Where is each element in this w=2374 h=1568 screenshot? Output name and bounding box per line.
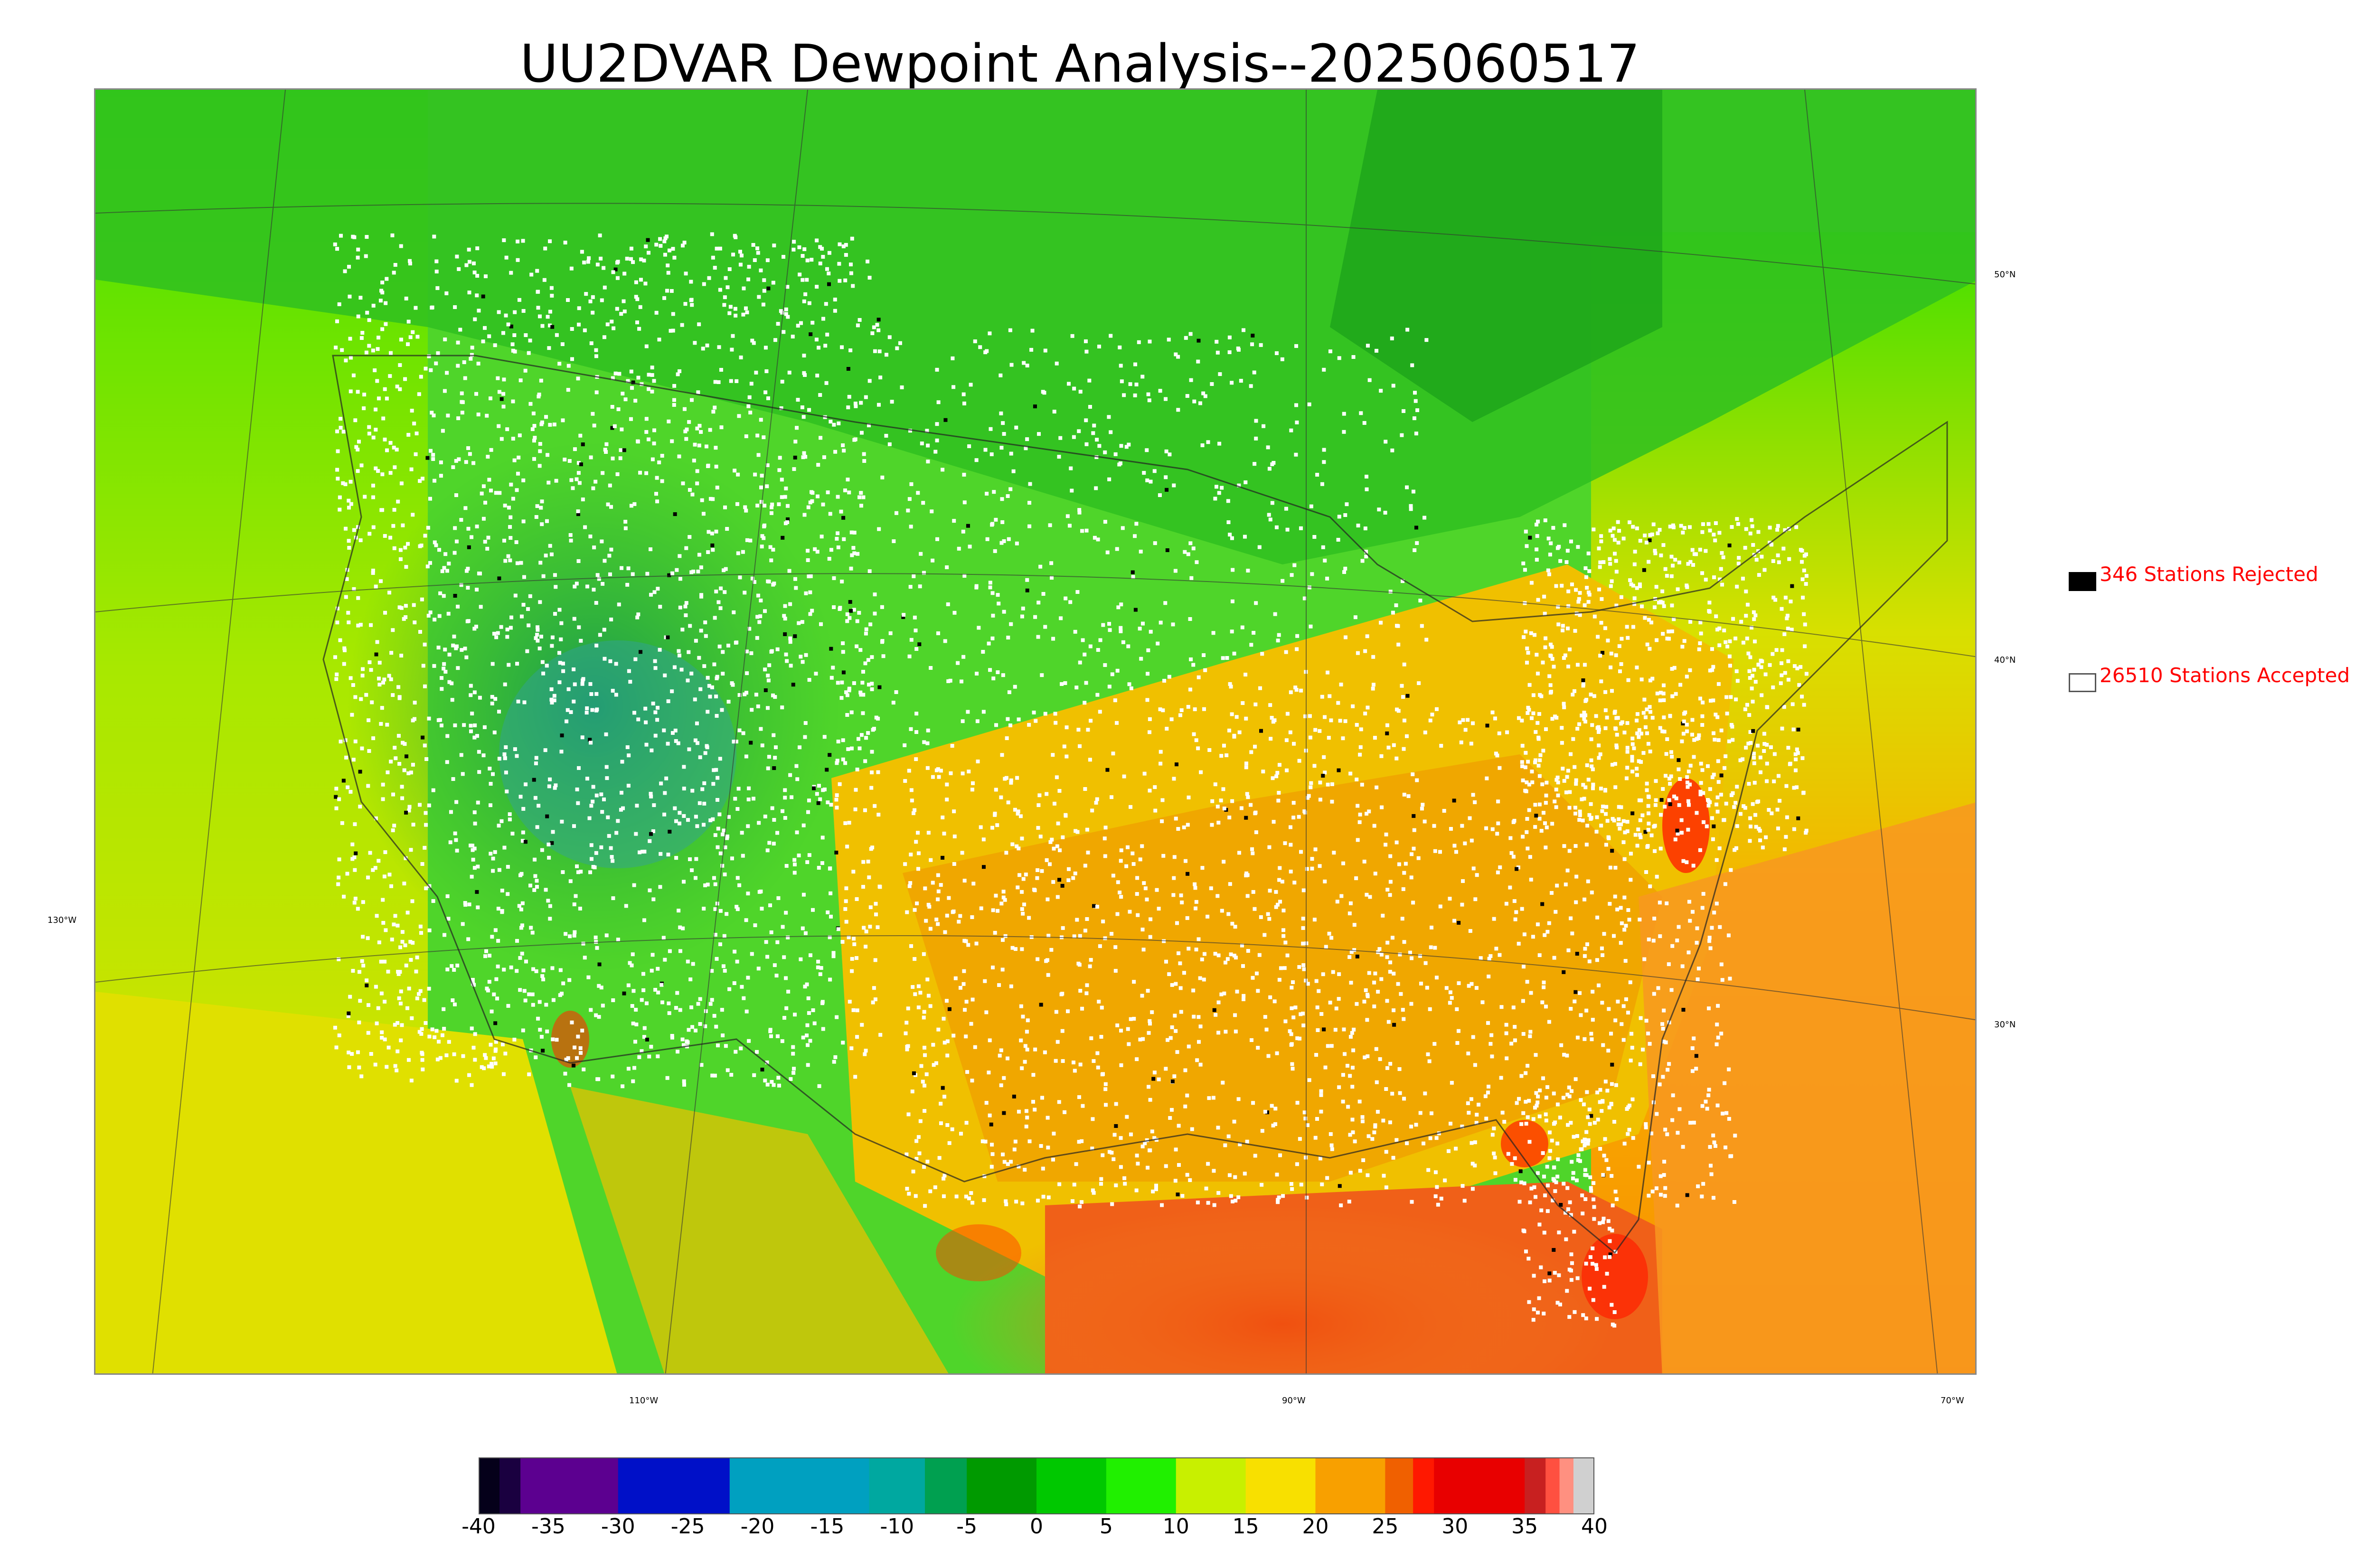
colorbar-segment bbox=[479, 1457, 500, 1514]
map-title: UU2DVAR Dewpoint Analysis--2025060517 bbox=[520, 33, 1640, 94]
colorbar-segment bbox=[967, 1457, 1037, 1514]
lon-label-70w: 70°W bbox=[1941, 1396, 1964, 1406]
colorbar-segment bbox=[925, 1457, 967, 1514]
colorbar-tick-label: 0 bbox=[1030, 1514, 1043, 1539]
colorbar-tick-label: 30 bbox=[1441, 1514, 1469, 1539]
colorbar-tick-label: 5 bbox=[1099, 1514, 1113, 1539]
colorbar-segment bbox=[1315, 1457, 1385, 1514]
colorbar bbox=[479, 1457, 1594, 1514]
colorbar-segment bbox=[1385, 1457, 1413, 1514]
colorbar-segment bbox=[1413, 1457, 1434, 1514]
colorbar-tick-label: -25 bbox=[670, 1514, 705, 1539]
lon-label-130w: 130°W bbox=[47, 915, 77, 925]
colorbar-tick-label: -20 bbox=[740, 1514, 775, 1539]
colorbar-segment bbox=[1559, 1457, 1574, 1514]
colorbar-tick-label: -40 bbox=[462, 1514, 496, 1539]
colorbar-segment bbox=[1545, 1457, 1560, 1514]
colorbar-segment bbox=[1176, 1457, 1246, 1514]
lon-label-90w: 90°W bbox=[1282, 1396, 1306, 1406]
station-markers bbox=[333, 232, 1809, 1328]
lat-label-30n: 30°N bbox=[1994, 1020, 2016, 1030]
colorbar-tick-label: 40 bbox=[1581, 1514, 1608, 1539]
colorbar-tick-label: -15 bbox=[810, 1514, 845, 1539]
accepted-label: 26510 Stations Accepted bbox=[2100, 664, 2350, 687]
colorbar-segment bbox=[499, 1457, 521, 1514]
colorbar-segment bbox=[1573, 1457, 1594, 1514]
rejected-swatch bbox=[2069, 572, 2096, 591]
lat-label-50n: 50°N bbox=[1994, 270, 2016, 280]
colorbar-segment bbox=[1434, 1457, 1525, 1514]
dewpoint-field bbox=[95, 90, 1975, 1373]
colorbar-tick-label: -35 bbox=[531, 1514, 565, 1539]
colorbar-tick-label: -30 bbox=[601, 1514, 635, 1539]
dewpoint-map bbox=[94, 88, 1977, 1375]
colorbar-frame bbox=[479, 1457, 1594, 1514]
lon-label-110w: 110°W bbox=[629, 1396, 659, 1406]
graticule bbox=[95, 90, 1975, 1373]
rejected-label: 346 Stations Rejected bbox=[2100, 563, 2318, 586]
colorbar-segment bbox=[618, 1457, 730, 1514]
colorbar-segment bbox=[1245, 1457, 1316, 1514]
colorbar-tick-label: 10 bbox=[1162, 1514, 1189, 1539]
colorbar-tick-label: 35 bbox=[1511, 1514, 1538, 1539]
colorbar-segment bbox=[520, 1457, 619, 1514]
colorbar-segment bbox=[1525, 1457, 1546, 1514]
colorbar-tick-label: 15 bbox=[1232, 1514, 1259, 1539]
colorbar-tick-label: 20 bbox=[1302, 1514, 1329, 1539]
colorbar-segment bbox=[869, 1457, 925, 1514]
accepted-swatch bbox=[2069, 673, 2096, 692]
colorbar-segment bbox=[1036, 1457, 1107, 1514]
colorbar-tick-label: -5 bbox=[956, 1514, 978, 1539]
colorbar-tick-label: -10 bbox=[880, 1514, 914, 1539]
lat-label-40n: 40°N bbox=[1994, 655, 2016, 665]
colorbar-segment bbox=[1106, 1457, 1177, 1514]
colorbar-segment bbox=[729, 1457, 869, 1514]
colorbar-tick-label: 25 bbox=[1372, 1514, 1399, 1539]
